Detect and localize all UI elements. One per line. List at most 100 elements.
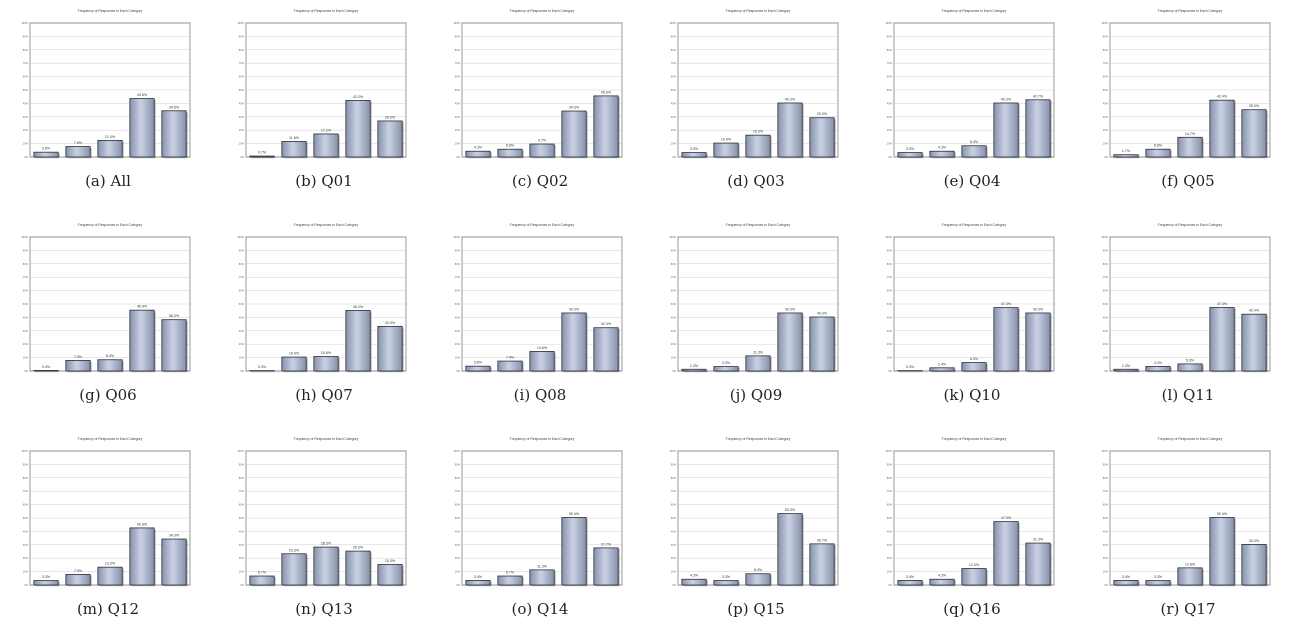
y-tick-label: 0%	[888, 155, 892, 159]
chart-panel: Frequency of Responses in Each Category 0…	[864, 430, 1080, 644]
y-tick-label: 60%	[887, 503, 893, 507]
subfigure-caption: (c) Q02	[432, 172, 648, 190]
data-label: 23.3%	[289, 548, 300, 552]
bar-shadow	[35, 372, 59, 373]
data-label: 34.5%	[169, 105, 180, 109]
y-tick-label: 70%	[455, 275, 461, 279]
chart-title: Frequency of Responses in Each Category	[1158, 9, 1223, 13]
data-label: 4.3%	[690, 574, 699, 578]
y-tick-label: 80%	[1103, 476, 1109, 480]
subfigure-caption: (r) Q17	[1080, 600, 1296, 618]
data-label: 43.6%	[137, 93, 148, 97]
y-tick-label: 0%	[672, 369, 676, 373]
bar	[130, 528, 154, 585]
bar	[930, 368, 954, 371]
data-label: 42.7%	[1033, 94, 1044, 98]
y-tick-label: 100%	[237, 449, 244, 453]
bar	[346, 551, 370, 585]
y-tick-label: 90%	[887, 34, 893, 38]
y-tick-label: 80%	[23, 48, 29, 52]
bar	[1242, 544, 1266, 585]
y-tick-label: 50%	[455, 302, 461, 306]
bar-chart: Frequency of Responses in Each Category0…	[432, 216, 648, 384]
data-label: 6.3%	[970, 357, 979, 361]
bar	[1026, 313, 1050, 371]
y-tick-label: 30%	[239, 543, 245, 547]
data-label: 34.3%	[169, 534, 180, 538]
chart-title: Frequency of Responses in Each Category	[510, 437, 575, 441]
y-tick-label: 20%	[671, 556, 677, 560]
data-label: 43.3%	[569, 307, 580, 311]
y-tick-label: 60%	[239, 289, 245, 293]
y-tick-label: 80%	[671, 476, 677, 480]
y-tick-label: 80%	[455, 48, 461, 52]
data-label: 47.3%	[1001, 302, 1012, 306]
bar	[778, 103, 802, 157]
data-label: 3.3%	[906, 147, 915, 151]
y-tick-label: 60%	[1103, 289, 1109, 293]
chart-title: Frequency of Responses in Each Category	[726, 9, 791, 13]
bar-chart: Frequency of Responses in Each Category0…	[0, 430, 216, 598]
data-label: 50.4%	[569, 512, 580, 516]
bar	[962, 363, 986, 371]
y-tick-label: 10%	[239, 570, 245, 574]
chart-title: Frequency of Responses in Each Category	[1158, 437, 1223, 441]
bar	[162, 320, 186, 371]
subfigure-caption: (m) Q12	[0, 600, 216, 618]
data-label: 12.8%	[1185, 562, 1196, 566]
data-label: 3.4%	[906, 575, 915, 579]
bar-chart: Frequency of Responses in Each Category0…	[432, 2, 648, 170]
bar	[530, 351, 554, 371]
bar	[594, 328, 618, 371]
y-tick-label: 50%	[887, 302, 893, 306]
bar	[1210, 100, 1234, 157]
bar	[1242, 110, 1266, 157]
y-tick-label: 0%	[888, 583, 892, 587]
data-label: 47.3%	[1001, 516, 1012, 520]
data-label: 11.3%	[537, 564, 548, 568]
bar	[282, 141, 306, 157]
y-tick-label: 30%	[671, 543, 677, 547]
data-label: 47.4%	[1217, 302, 1228, 306]
bar	[98, 140, 122, 157]
data-label: 0.3%	[906, 365, 915, 369]
y-tick-label: 0%	[456, 583, 460, 587]
chart-panel: Frequency of Responses in Each Category 0…	[432, 430, 648, 644]
bar	[466, 366, 490, 371]
y-tick-label: 70%	[887, 61, 893, 65]
y-tick-label: 10%	[1103, 570, 1109, 574]
data-label: 9.7%	[538, 139, 547, 143]
y-tick-label: 70%	[239, 489, 245, 493]
y-tick-label: 30%	[887, 329, 893, 333]
bar-chart: Frequency of Responses in Each Category0…	[864, 216, 1080, 384]
y-tick-label: 100%	[1101, 235, 1108, 239]
bar-chart: Frequency of Responses in Each Category0…	[0, 216, 216, 384]
y-tick-label: 80%	[455, 262, 461, 266]
data-label: 5.8%	[1154, 144, 1163, 148]
bar-chart: Frequency of Responses in Each Category 0…	[1080, 430, 1296, 598]
y-tick-label: 0%	[1104, 583, 1108, 587]
data-label: 3.3%	[722, 361, 731, 365]
chart-title: Frequency of Responses in Each Category	[726, 437, 791, 441]
bar	[810, 118, 834, 157]
bar	[66, 574, 90, 585]
y-tick-label: 20%	[1103, 342, 1109, 346]
y-tick-label: 60%	[455, 75, 461, 79]
y-tick-label: 100%	[669, 449, 676, 453]
data-label: 3.4%	[474, 575, 483, 579]
chart-title: Frequency of Responses in Each Category	[942, 437, 1007, 441]
y-tick-label: 100%	[1101, 21, 1108, 25]
data-label: 7.4%	[506, 356, 515, 360]
bar	[498, 149, 522, 157]
bar	[498, 361, 522, 371]
y-tick-label: 100%	[885, 21, 892, 25]
bar	[1178, 364, 1202, 371]
y-tick-label: 50%	[23, 302, 29, 306]
y-tick-label: 60%	[23, 289, 29, 293]
y-tick-label: 70%	[455, 61, 461, 65]
bar-chart: Frequency of Responses in Each Category0…	[0, 2, 216, 170]
y-tick-label: 100%	[453, 449, 460, 453]
subfigure-caption: (j) Q09	[648, 386, 864, 404]
